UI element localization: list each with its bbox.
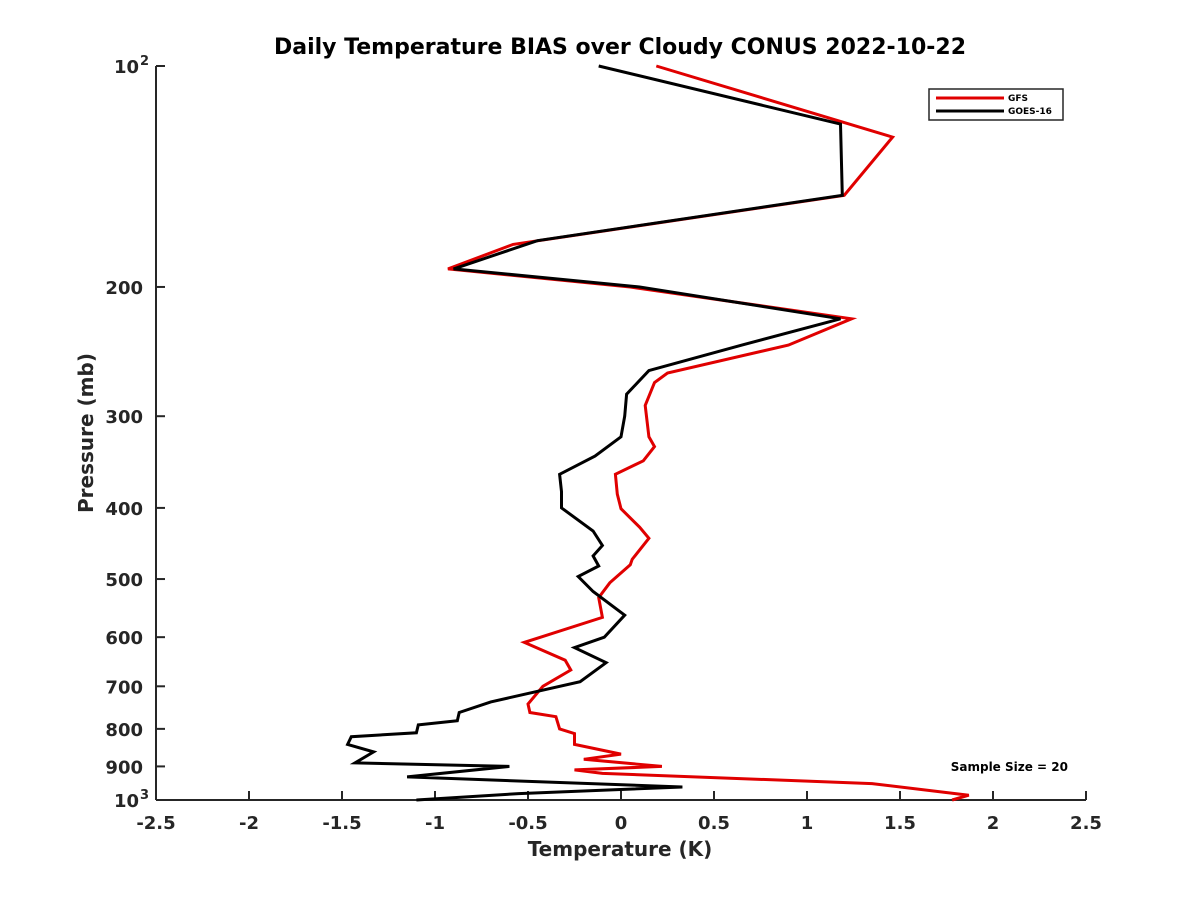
- x-tick-label: 2: [987, 813, 1000, 834]
- y-tick-label: 10: [114, 791, 139, 812]
- series-line-goes-16: [345, 64, 844, 802]
- y-tick-label: 500: [105, 570, 143, 591]
- y-tick-label: 800: [105, 720, 143, 741]
- y-tick-label: 900: [105, 757, 143, 778]
- legend-label: GFS: [1008, 94, 1028, 104]
- legend-label: GOES-16: [1008, 107, 1052, 117]
- y-tick-exponent: 2: [140, 54, 149, 69]
- y-tick-label: 10: [114, 57, 139, 78]
- y-tick-label: 600: [105, 628, 143, 649]
- y-tick-label: 300: [105, 407, 143, 428]
- legend-box: [928, 88, 1064, 121]
- y-tick-label: 400: [105, 499, 143, 520]
- x-tick-label: -1.5: [322, 813, 361, 834]
- x-tick-label: 0: [615, 813, 628, 834]
- y-tick-label: 700: [105, 677, 143, 698]
- sample-size-annotation: Sample Size = 20: [951, 760, 1068, 774]
- x-tick-label: -1: [425, 813, 445, 834]
- x-tick-label: 1: [801, 813, 814, 834]
- x-tick-label: 2.5: [1070, 813, 1102, 834]
- x-tick-label: -2: [239, 813, 259, 834]
- series-line-gfs: [447, 64, 970, 802]
- x-axis-title: Temperature (K): [528, 837, 713, 861]
- x-tick-label: -0.5: [508, 813, 547, 834]
- y-axis-title: Pressure (mb): [74, 353, 98, 513]
- chart-title: Daily Temperature BIAS over Cloudy CONUS…: [274, 35, 966, 60]
- y-tick-exponent: 3: [140, 788, 149, 803]
- x-tick-label: -2.5: [136, 813, 175, 834]
- series-layer: [345, 64, 970, 802]
- x-ticks: -2.5 -2 -1.5 -1 -0.5 0 0.5 1 1.5 2 2.5: [136, 791, 1102, 834]
- x-tick-label: 1.5: [884, 813, 916, 834]
- x-tick-label: 0.5: [698, 813, 730, 834]
- y-tick-label: 200: [105, 278, 143, 299]
- legend: GFS GOES-16: [928, 88, 1064, 121]
